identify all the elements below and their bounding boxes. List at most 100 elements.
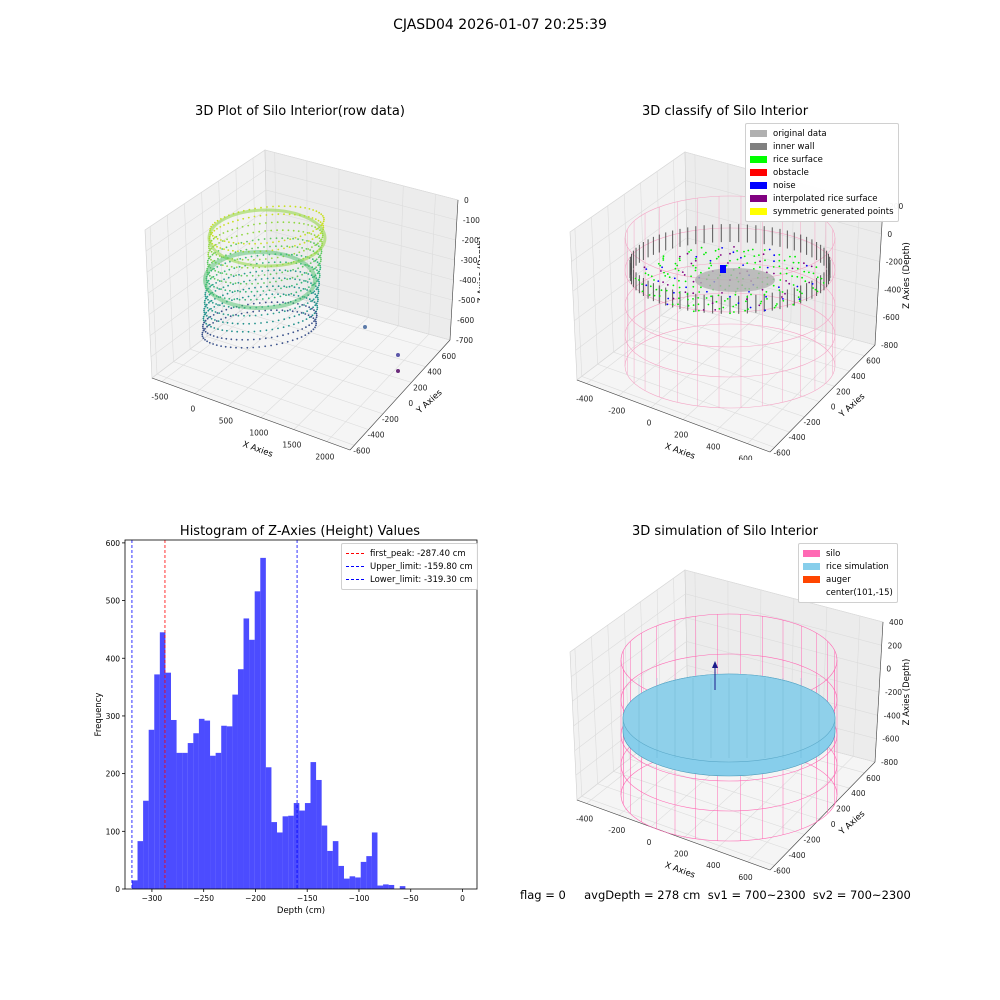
p1-cloud-point: [211, 234, 214, 237]
p1-cloud-point: [244, 290, 247, 293]
p4-y-tick: -600: [773, 866, 790, 875]
p1-cloud-point: [202, 329, 205, 332]
p1-z-tick: 0: [464, 196, 469, 205]
p1-cloud-point: [254, 207, 256, 210]
p1-cloud-point: [259, 214, 262, 217]
p1-cloud-point: [213, 259, 216, 262]
p1-cloud-point: [312, 291, 314, 294]
p2-rice-point: [735, 304, 737, 306]
p1-cloud-point: [221, 248, 224, 250]
p1-cloud-point: [305, 272, 308, 274]
p1-cloud-point: [279, 295, 282, 298]
histogram-bar: [371, 832, 378, 889]
p1-cloud-point: [204, 293, 207, 296]
p1-cloud-point: [235, 338, 238, 341]
p2-rice-point: [778, 265, 781, 268]
p1-cloud-point: [288, 213, 291, 216]
p2-rice-point: [692, 280, 695, 283]
p2-rice-point: [692, 292, 695, 295]
p1-cloud-point: [319, 240, 321, 243]
p1-cloud-point: [264, 337, 267, 340]
p2-rice-point: [719, 254, 722, 256]
p1-cloud-point: [232, 220, 234, 223]
p1-cloud-point: [235, 243, 237, 246]
p1-cloud-point: [216, 312, 219, 314]
p1-cloud-point: [274, 288, 277, 291]
histogram-bar: [360, 861, 367, 889]
y-tick-label: 400: [106, 654, 121, 663]
p2-rice-point: [662, 281, 664, 283]
legend-item: original data: [750, 127, 894, 140]
p1-cloud-point: [272, 205, 274, 208]
p1-cloud-point: [313, 309, 315, 312]
p1-x-axis-line: [151, 377, 351, 451]
p1-cloud-point: [275, 343, 278, 346]
p1-cloud-point: [246, 232, 249, 235]
p1-cloud-point: [203, 321, 205, 324]
p2-rice-point: [743, 255, 746, 258]
p1-cloud-point: [282, 301, 284, 304]
p1-cloud-point: [244, 298, 247, 301]
p1-cloud-point: [322, 216, 325, 219]
p1-cloud-point: [310, 300, 312, 303]
histogram-bar: [349, 876, 356, 889]
p1-cloud-point: [252, 231, 255, 234]
p1-cloud-point: [236, 289, 239, 292]
p1-cloud-point: [228, 268, 231, 271]
p2-y-tick: 200: [836, 387, 851, 396]
p1-cloud-point: [292, 268, 294, 271]
p1-cloud-point: [210, 269, 213, 272]
p1-cloud-point: [294, 270, 297, 273]
p2-x-tick: -400: [576, 395, 593, 404]
p4-x-label: X Axies: [663, 861, 696, 880]
p1-cloud-point: [209, 315, 212, 318]
p2-rice-point: [692, 310, 695, 313]
p2-rice-point: [733, 311, 735, 313]
p1-cloud-point: [240, 241, 243, 244]
p2-z-axis-line: [874, 205, 884, 346]
p2-rice-point: [663, 271, 665, 274]
p1-cloud-point: [218, 280, 221, 282]
histogram-bar: [343, 878, 350, 889]
p1-cloud-point: [272, 320, 274, 323]
p2-rice-point: [736, 258, 739, 261]
p1-cloud-point: [207, 298, 209, 301]
p1-cloud-point: [208, 341, 211, 344]
p2-rice-point: [796, 285, 799, 288]
p1-cloud-point: [225, 273, 228, 275]
p1-cloud-point: [230, 338, 233, 341]
p1-cloud-point: [259, 294, 262, 296]
histogram-bar: [131, 880, 138, 889]
p1-cloud-point: [213, 229, 216, 232]
p2-rice-point: [799, 290, 801, 293]
p1-cloud-point: [237, 314, 240, 317]
p1-cloud-point: [316, 300, 319, 303]
p2-rice-point: [820, 277, 823, 280]
p2-rice-point: [808, 281, 811, 284]
p1-cloud-point: [291, 284, 293, 287]
p1-cloud-point: [224, 316, 227, 319]
legend-item: rice simulation: [803, 560, 893, 573]
p1-cloud-point: [312, 230, 314, 232]
p1-cloud-point: [252, 266, 255, 269]
p1-cloud-point: [248, 322, 250, 325]
p1-cloud-point: [272, 277, 275, 280]
p1-cloud-point: [217, 320, 220, 322]
p1-cloud-point: [247, 303, 249, 306]
legend-label: noise: [773, 180, 796, 191]
p1-cloud-point: [301, 247, 303, 249]
p2-rice-point: [759, 266, 761, 269]
p1-cloud-point: [241, 258, 244, 261]
p1-cloud-point: [293, 286, 296, 289]
p2-z-label: Z Axies (Depth): [902, 242, 912, 309]
p2-rice-point: [758, 304, 761, 307]
p1-cloud-point: [207, 253, 210, 256]
p1-cloud-point: [203, 313, 206, 316]
p1-cloud-point: [203, 307, 206, 310]
p2-rice-point: [657, 280, 660, 282]
p2-rice-point: [645, 268, 648, 270]
histogram-frame: [124, 539, 478, 890]
p1-cloud-point: [246, 266, 249, 269]
histogram-bar: [198, 718, 205, 889]
p1-cloud-point: [314, 319, 316, 321]
